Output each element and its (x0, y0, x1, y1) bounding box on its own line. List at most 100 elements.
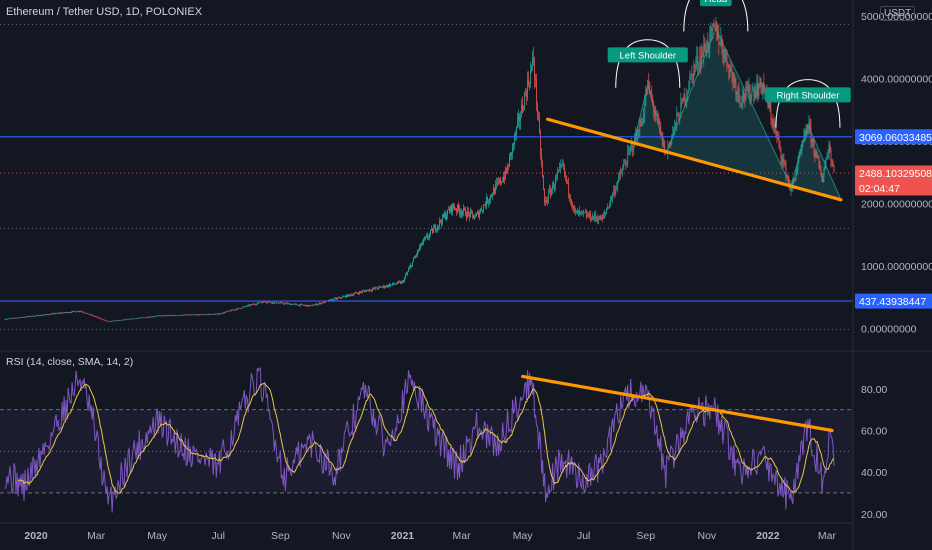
currency-badge[interactable]: USDT (880, 6, 916, 21)
candle-body (347, 294, 348, 297)
candle-body (191, 314, 193, 316)
candle-body (793, 179, 795, 181)
candle-body (207, 314, 209, 316)
candle-body (587, 214, 589, 217)
candle-body (682, 98, 684, 102)
candle-body (470, 211, 471, 217)
candle-body (431, 228, 432, 231)
candle-body (320, 302, 321, 304)
candle-body (340, 297, 341, 298)
candle-body (101, 319, 103, 320)
candle-body (554, 185, 556, 189)
candle-body (249, 304, 251, 306)
candle-body (405, 275, 406, 278)
candle-body (538, 113, 539, 119)
time-tick-label: Sep (636, 530, 655, 542)
candle-body (695, 62, 697, 67)
candle-body (80, 311, 82, 312)
candle-body (91, 315, 93, 316)
candle-body (612, 193, 614, 199)
candle-body (115, 320, 117, 322)
candle-body (247, 304, 249, 306)
candle-body (93, 315, 95, 317)
rsi-tick-label: 40.00 (861, 467, 887, 479)
candle-body (261, 302, 263, 304)
candle-body (393, 283, 394, 285)
candle-body (540, 132, 541, 154)
candle-body (822, 176, 824, 183)
candle-body (324, 301, 325, 303)
time-tick-label: May (147, 530, 168, 542)
candle-body (33, 316, 35, 318)
candle-body (757, 82, 759, 96)
candle-body (359, 291, 360, 294)
candle-body (495, 184, 496, 194)
candle-body (225, 311, 227, 313)
candle-body (185, 314, 187, 316)
candle-body (164, 315, 166, 317)
candle-body (448, 209, 449, 211)
candle-body (437, 226, 438, 230)
candle-body (231, 309, 233, 311)
annotation-label: Right Shoulder (777, 90, 840, 101)
candle-body (195, 314, 197, 316)
candle-body (22, 317, 24, 318)
candle-body (408, 269, 409, 272)
candle-body (23, 317, 25, 318)
candle-body (467, 210, 468, 218)
candle-body (287, 303, 289, 305)
candle-body (108, 321, 110, 323)
candle-body (274, 301, 276, 303)
candle-body (279, 302, 281, 304)
candle-body (489, 199, 490, 202)
candle-body (31, 315, 33, 317)
candle-body (246, 305, 248, 307)
annotation-arc (615, 39, 681, 88)
candle-body (380, 286, 381, 288)
candle-body (100, 318, 102, 320)
candle-body (824, 163, 826, 170)
candle-body (521, 104, 522, 117)
candle-body (24, 317, 26, 318)
candle-body (363, 290, 364, 292)
candle-body (718, 33, 720, 45)
candle-body (548, 191, 549, 201)
candle-body (388, 284, 389, 287)
candle-body (396, 283, 397, 285)
candle-body (9, 318, 11, 320)
candle-body (422, 242, 423, 245)
candle-body (826, 157, 828, 160)
candle-body (413, 258, 414, 262)
candle-body (620, 173, 622, 175)
candle-body (723, 55, 725, 59)
candle-body (174, 315, 176, 316)
candle-body (58, 312, 60, 314)
candle-body (295, 303, 297, 305)
candle-body (744, 97, 746, 99)
candle-body (366, 290, 367, 292)
candle-body (604, 213, 606, 215)
candle-body (250, 304, 252, 306)
rsi-indicator-title[interactable]: RSI (14, close, SMA, 14, 2) (6, 356, 134, 368)
candle-body (378, 286, 379, 289)
candle-body (762, 83, 764, 93)
candle-body (17, 317, 19, 319)
candle-body (480, 208, 481, 213)
candle-body (237, 307, 239, 309)
candle-body (464, 207, 465, 209)
candle-body (460, 212, 461, 214)
annotation-arc (775, 79, 841, 128)
candle-body (117, 320, 119, 322)
candle-body (582, 211, 584, 213)
candle-body (14, 317, 16, 319)
candle-body (546, 200, 547, 202)
candle-body (430, 230, 431, 234)
candle-body (501, 181, 502, 184)
candle-body (833, 166, 835, 173)
candle-body (113, 320, 115, 322)
candle-body (285, 302, 287, 304)
candle-body (636, 131, 638, 139)
candle-body (416, 254, 417, 256)
candle-body (403, 281, 404, 283)
